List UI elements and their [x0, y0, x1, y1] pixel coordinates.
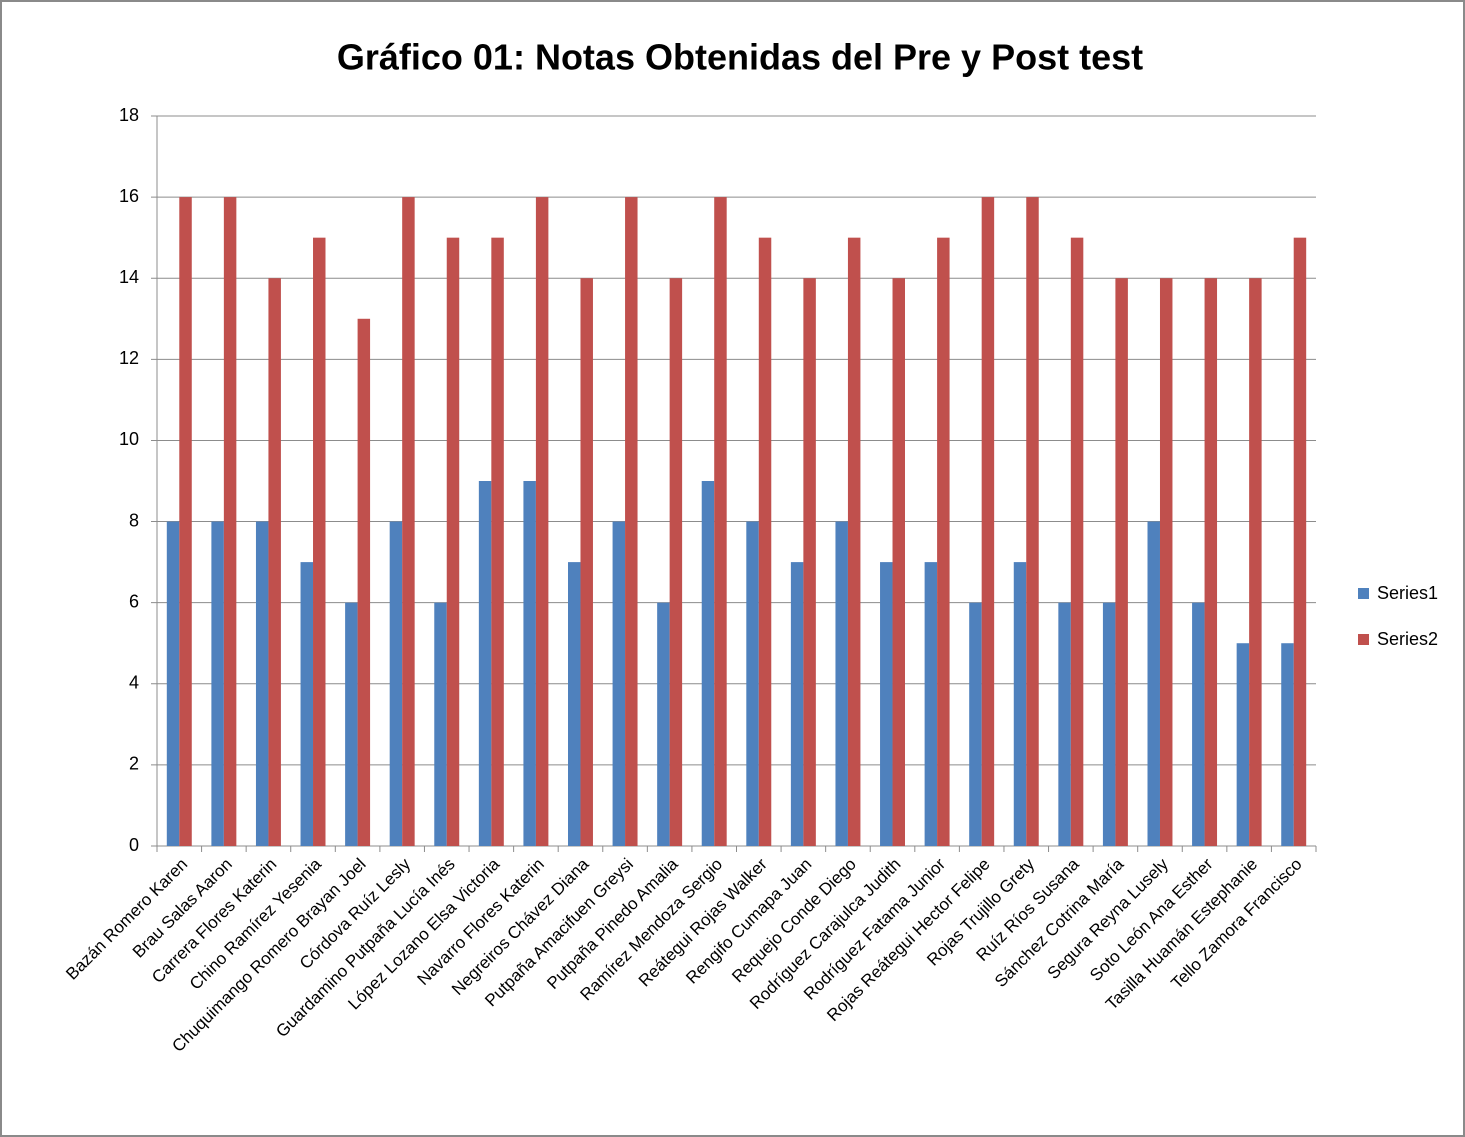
bar: [746, 521, 759, 846]
bar: [1249, 278, 1262, 846]
bar: [790, 562, 804, 846]
y-tick-label: 2: [129, 754, 139, 774]
bar: [625, 197, 638, 847]
bar: [580, 278, 593, 846]
chart-title: Gráfico 01: Notas Obtenidas del Pre y Po…: [337, 37, 1143, 78]
bar: [1159, 278, 1173, 846]
y-tick-label: 6: [129, 591, 139, 611]
bar: [434, 602, 447, 846]
bar: [1281, 643, 1294, 846]
bar: [211, 521, 224, 846]
bar: [313, 237, 326, 846]
bar: [1204, 278, 1218, 846]
bar: [1026, 197, 1039, 847]
y-tick-label: 14: [119, 267, 139, 287]
bar: [657, 602, 670, 846]
bar: [937, 237, 950, 846]
bar: [892, 278, 906, 846]
bar: [1102, 602, 1116, 846]
bar: [389, 521, 403, 846]
bar: [345, 602, 358, 846]
y-tick-label: 12: [119, 348, 139, 368]
bar: [523, 481, 536, 846]
bar: [357, 318, 371, 846]
bar: [446, 237, 460, 846]
y-tick-label: 8: [129, 510, 139, 530]
legend-label: Series1: [1377, 583, 1438, 603]
bar: [612, 521, 626, 846]
y-tick-label: 4: [129, 673, 139, 693]
bar: [1070, 237, 1084, 846]
bar: [402, 197, 415, 847]
bar: [300, 562, 314, 846]
bar: [567, 562, 581, 846]
bar: [491, 237, 504, 846]
bar: [1058, 602, 1071, 846]
bar: [835, 521, 848, 846]
bar: [1236, 643, 1250, 846]
bar: [803, 278, 816, 846]
bar: [535, 197, 549, 847]
bar: [847, 237, 861, 846]
bar: [1293, 237, 1307, 846]
legend-swatch: [1358, 588, 1369, 599]
bar: [669, 278, 683, 846]
bar: [268, 278, 281, 846]
bar: [179, 197, 192, 847]
y-tick-label: 10: [119, 429, 139, 449]
bar: [758, 237, 772, 846]
bar: [969, 602, 982, 846]
bar: [223, 197, 237, 847]
legend-label: Series2: [1377, 629, 1438, 649]
bar: [1192, 602, 1205, 846]
y-tick-label: 18: [119, 105, 139, 125]
y-tick-label: 0: [129, 835, 139, 855]
bar: [478, 481, 492, 846]
bar: [880, 562, 893, 846]
bar: [701, 481, 715, 846]
y-tick-label: 16: [119, 186, 139, 206]
bar: [1013, 562, 1027, 846]
bar: [714, 197, 727, 847]
bar: [166, 521, 180, 846]
bar: [981, 197, 995, 847]
bar: [1147, 521, 1160, 846]
bar: [255, 521, 269, 846]
bar: [924, 562, 938, 846]
legend-swatch: [1358, 634, 1369, 645]
bar: [1115, 278, 1128, 846]
